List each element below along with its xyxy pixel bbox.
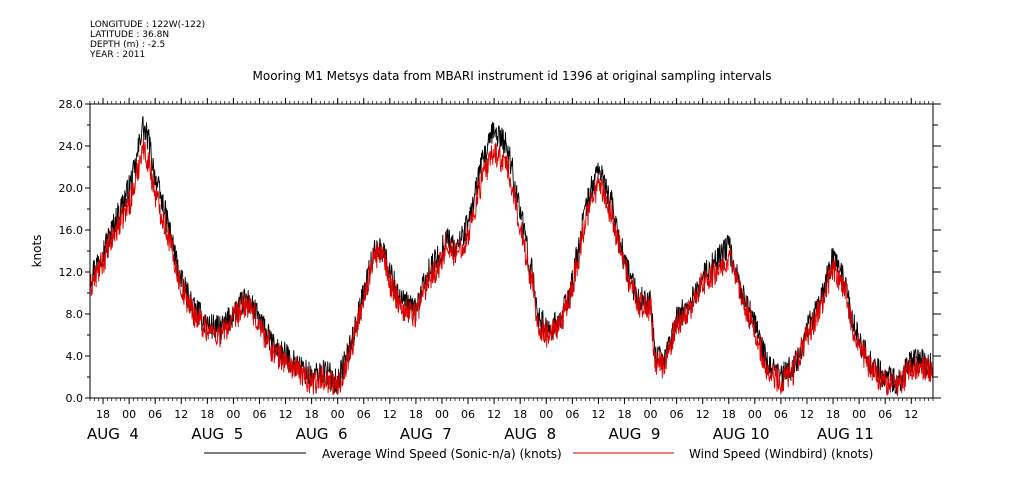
x-day-label: AUG 7 xyxy=(400,425,452,443)
x-tick-label: 12 xyxy=(383,408,397,421)
x-tick-label: 18 xyxy=(617,408,631,421)
legend-label-1: Wind Speed (Windbird) (knots) xyxy=(689,447,873,461)
series-line-1 xyxy=(89,138,934,396)
x-tick-label: 18 xyxy=(305,408,319,421)
x-tick-label: 00 xyxy=(331,408,345,421)
y-tick-label: 12.0 xyxy=(59,266,84,279)
x-tick-label: 18 xyxy=(826,408,840,421)
x-day-label: AUG 9 xyxy=(608,425,660,443)
x-day-label: AUG 8 xyxy=(504,425,556,443)
x-day-label: AUG 6 xyxy=(296,425,348,443)
x-tick-label: 12 xyxy=(279,408,293,421)
x-tick-label: 06 xyxy=(252,408,266,421)
x-tick-label: 18 xyxy=(513,408,527,421)
x-tick-label: 06 xyxy=(774,408,788,421)
y-tick-label: 0.0 xyxy=(66,392,84,405)
x-tick-label: 00 xyxy=(644,408,658,421)
y-tick-label: 8.0 xyxy=(66,308,84,321)
x-tick-label: 12 xyxy=(487,408,501,421)
axis-layer: 0.0 4.0 8.0 12.0 16.0 20.0 24.0 28.0 18 00 06 12 18 0… xyxy=(59,98,941,443)
x-tick-label: 12 xyxy=(904,408,918,421)
y-tick-label: 20.0 xyxy=(59,182,84,195)
x-tick-label: 18 xyxy=(200,408,214,421)
x-tick-label: 00 xyxy=(226,408,240,421)
x-tick-label: 06 xyxy=(878,408,892,421)
series-layer xyxy=(89,116,934,396)
x-tick-label: 06 xyxy=(670,408,684,421)
x-tick-label: 00 xyxy=(539,408,553,421)
x-tick-label: 06 xyxy=(565,408,579,421)
x-tick-label: 12 xyxy=(591,408,605,421)
y-tick-label: 28.0 xyxy=(59,98,84,111)
y-axis-label: knots xyxy=(30,235,44,268)
x-tick-label: 12 xyxy=(174,408,188,421)
series-line-0 xyxy=(89,116,934,395)
x-day-label: AUG 5 xyxy=(191,425,243,443)
x-day-label: AUG 10 xyxy=(713,425,770,443)
x-tick-label: 18 xyxy=(409,408,423,421)
x-day-label: AUG 4 xyxy=(87,425,139,443)
x-tick-label: 06 xyxy=(461,408,475,421)
x-tick-label: 06 xyxy=(148,408,162,421)
year-text: YEAR : 2011 xyxy=(90,50,146,60)
x-tick-label: 18 xyxy=(96,408,110,421)
latitude-text: LATITUDE : 36.8N xyxy=(90,30,170,40)
legend: Average Wind Speed (Sonic-n/a) (knots) Wi… xyxy=(204,447,873,461)
x-tick-label: 06 xyxy=(357,408,371,421)
x-tick-label: 00 xyxy=(122,408,136,421)
legend-label-0: Average Wind Speed (Sonic-n/a) (knots) xyxy=(322,447,562,461)
x-tick-label: 12 xyxy=(696,408,710,421)
longitude-text: LONGITUDE : 122W(-122) xyxy=(90,20,206,30)
x-day-label: AUG 11 xyxy=(817,425,874,443)
y-tick-label: 24.0 xyxy=(59,140,84,153)
x-tick-label: 18 xyxy=(722,408,736,421)
y-tick-label: 4.0 xyxy=(66,350,84,363)
chart-title: Mooring M1 Metsys data from MBARI instru… xyxy=(253,69,772,83)
station-metadata: LONGITUDE : 122W(-122) LATITUDE : 36.8N … xyxy=(90,20,205,60)
plot-frame xyxy=(89,103,934,399)
y-tick-label: 16.0 xyxy=(59,224,84,237)
x-tick-label: 00 xyxy=(852,408,866,421)
x-tick-label: 00 xyxy=(435,408,449,421)
x-tick-label: 12 xyxy=(800,408,814,421)
x-tick-label: 00 xyxy=(748,408,762,421)
depth-text: DEPTH (m) : -2.5 xyxy=(90,40,166,50)
